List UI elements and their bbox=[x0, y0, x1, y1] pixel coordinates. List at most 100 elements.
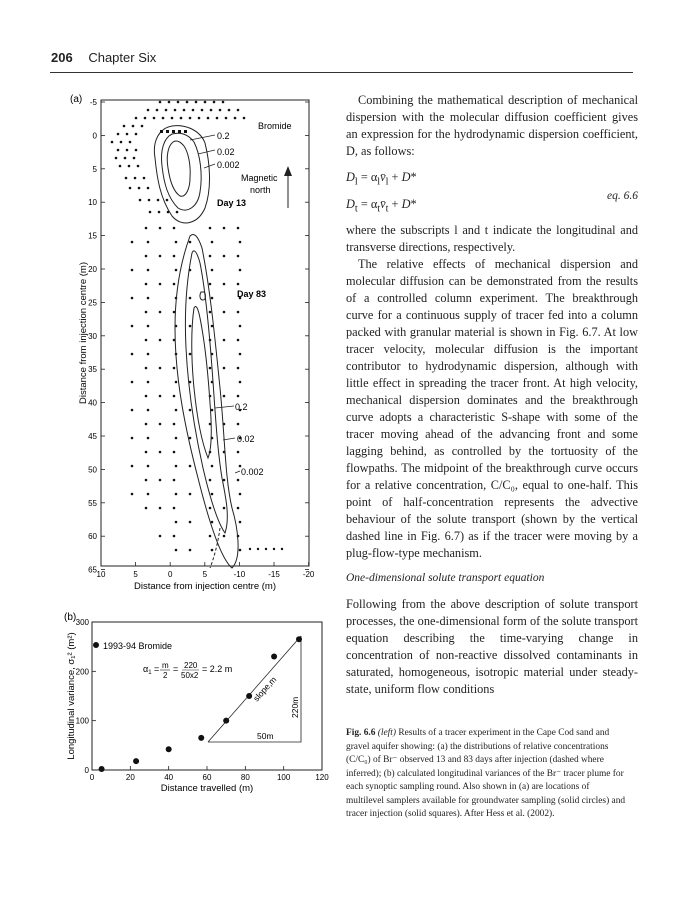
b-x-tick-label: 80 bbox=[241, 773, 250, 782]
label-c02-top: 0.2 bbox=[217, 131, 230, 141]
day83-contour-0002 bbox=[174, 234, 239, 569]
injection-squares bbox=[160, 130, 187, 133]
page-header: 206 Chapter Six bbox=[51, 50, 156, 65]
a-x-tick-label: -15 bbox=[268, 570, 280, 579]
header-rule bbox=[50, 72, 633, 73]
a-y-tick-label: 0 bbox=[93, 131, 98, 140]
day83-contour-002 bbox=[184, 250, 228, 535]
svg-text:220: 220 bbox=[184, 661, 198, 670]
data-point bbox=[165, 746, 172, 753]
caption-label: Fig. 6.6 bbox=[346, 728, 376, 738]
a-y-tick-label: -5 bbox=[90, 98, 98, 107]
a-x-tick-label: -20 bbox=[303, 570, 315, 579]
b-x-tick-label: 100 bbox=[277, 773, 291, 782]
a-y-tick-label: 30 bbox=[88, 332, 97, 341]
sampler-locations bbox=[110, 100, 284, 552]
a-x-tick-label: -10 bbox=[234, 570, 246, 579]
chapter-title: Chapter Six bbox=[88, 50, 157, 65]
b-x-tick-label: 40 bbox=[164, 773, 173, 782]
legend-label: 1993-94 Bromide bbox=[103, 641, 172, 651]
label-c0002-bottom: 0.002 bbox=[241, 467, 264, 477]
panel-a-label: (a) bbox=[70, 94, 82, 105]
data-point bbox=[296, 636, 302, 643]
b-y-tick-label: 200 bbox=[76, 667, 90, 676]
slope-triangle bbox=[208, 636, 302, 743]
data-point bbox=[98, 766, 105, 773]
a-y-tick-label: 15 bbox=[88, 232, 97, 241]
panel-a-frame bbox=[100, 99, 310, 567]
label-bromide: Bromide bbox=[258, 121, 292, 131]
data-point bbox=[246, 693, 253, 699]
panel-b-y-axis-label: Longitudinal variance, σ₁² (m²) bbox=[66, 632, 77, 759]
a-y-tick-label: 45 bbox=[88, 432, 97, 441]
data-point bbox=[198, 734, 205, 741]
caption-left: (left) bbox=[377, 728, 397, 738]
a-y-tick-label: 65 bbox=[88, 566, 97, 575]
paragraph-2: where the subscripts l and t indicate th… bbox=[346, 223, 638, 254]
panel-a-y-axis-label: Distance from injection centre (m) bbox=[78, 262, 89, 404]
paragraph-1: Combining the mathematical description o… bbox=[346, 93, 638, 158]
figure-caption: Fig. 6.6 (left) Results of a tracer expe… bbox=[346, 727, 626, 822]
panel-b-ticks: 0 20 40 60 80 100 120 0 100 200 300 bbox=[76, 618, 330, 782]
b-y-tick-label: 0 bbox=[85, 766, 90, 775]
label-c002-bottom: 0.02 bbox=[237, 434, 255, 444]
day13-contour-002 bbox=[161, 132, 202, 211]
svg-text:2: 2 bbox=[163, 671, 168, 680]
section-subheading: One-dimensional solute transport equatio… bbox=[346, 572, 545, 584]
a-x-tick-label: 0 bbox=[168, 570, 173, 579]
caption-text: Results of a tracer experiment in the Ca… bbox=[346, 728, 626, 819]
slope-line bbox=[207, 635, 302, 743]
a-y-tick-label: 35 bbox=[88, 365, 97, 374]
page-number: 206 bbox=[51, 50, 73, 65]
svg-text:=: = bbox=[173, 664, 178, 674]
data-point bbox=[133, 758, 140, 765]
a-y-tick-label: 50 bbox=[88, 465, 97, 474]
day13-contour-0002 bbox=[153, 125, 211, 224]
b-y-tick-label: 300 bbox=[76, 618, 90, 627]
a-x-tick-label: 5 bbox=[203, 570, 208, 579]
variance-points bbox=[98, 636, 302, 773]
equation-6-6: Dl = αlv̄l + D* Dt = αtv̄t + D* eq. 6.6 bbox=[346, 170, 638, 215]
label-north: north bbox=[250, 185, 271, 195]
b-x-tick-label: 20 bbox=[126, 773, 135, 782]
a-y-tick-label: 5 bbox=[93, 165, 98, 174]
a-y-tick-label: 55 bbox=[88, 499, 97, 508]
panel-a-x-ticks: 10 5 0 5 -10 -15 -20 bbox=[97, 562, 315, 579]
svg-text:= 2.2 m: = 2.2 m bbox=[202, 664, 232, 674]
a-y-tick-label: 60 bbox=[88, 532, 97, 541]
day13-contour-02 bbox=[166, 140, 191, 197]
triangle-height-label: 220m bbox=[290, 697, 300, 718]
paragraph-4: Following from the above description of … bbox=[346, 597, 638, 696]
day83-inferred bbox=[209, 527, 221, 569]
panel-a-y-ticks: -5 0 5 10 15 20 25 30 35 40 45 50 55 60 65 bbox=[88, 98, 309, 575]
label-c02-bottom: 0.2 bbox=[235, 402, 248, 412]
legend-marker bbox=[93, 642, 99, 648]
triangle-base-label: 50m bbox=[257, 731, 274, 741]
data-point bbox=[271, 653, 278, 660]
paragraph-3: The relative effects of mechanical dispe… bbox=[346, 257, 638, 560]
a-y-tick-label: 25 bbox=[88, 298, 97, 307]
label-day13: Day 13 bbox=[217, 198, 246, 208]
formula: α1 = bbox=[143, 664, 159, 676]
panel-b-x-axis-label: Distance travelled (m) bbox=[161, 783, 253, 794]
b-y-tick-label: 100 bbox=[76, 717, 90, 726]
north-arrowhead bbox=[284, 166, 292, 176]
label-c0002-top: 0.002 bbox=[217, 160, 240, 170]
panel-a-x-axis-label: Distance from injection centre (m) bbox=[134, 581, 276, 592]
b-x-tick-label: 60 bbox=[203, 773, 212, 782]
b-x-tick-label: 0 bbox=[90, 773, 95, 782]
a-x-tick-label: 10 bbox=[97, 570, 106, 579]
svg-text:50x2: 50x2 bbox=[181, 671, 199, 680]
panel-b-label: (b) bbox=[64, 612, 76, 623]
a-y-tick-label: 40 bbox=[88, 399, 97, 408]
data-point bbox=[223, 717, 230, 724]
a-y-tick-label: 20 bbox=[88, 265, 97, 274]
slope-label: slope,m bbox=[251, 675, 278, 704]
equation-label: eq. 6.6 bbox=[607, 190, 638, 202]
day83-small-contour bbox=[199, 291, 206, 301]
label-c002-top: 0.02 bbox=[217, 147, 235, 157]
label-day83: Day 83 bbox=[237, 289, 266, 299]
a-y-tick-label: 10 bbox=[88, 198, 97, 207]
b-x-tick-label: 120 bbox=[315, 773, 329, 782]
